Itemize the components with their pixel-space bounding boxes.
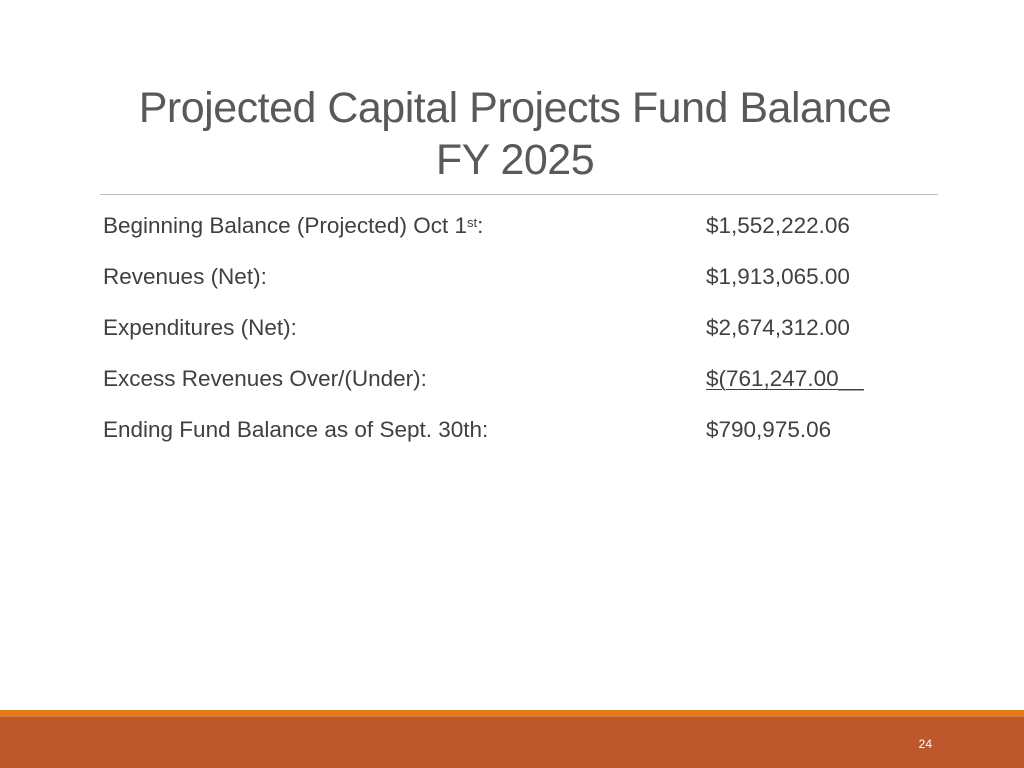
page-number: 24 bbox=[918, 737, 932, 751]
row-expenditures: Expenditures (Net): $2,674,312.00 bbox=[103, 310, 903, 361]
ordinal-suffix: st bbox=[466, 215, 478, 230]
row-ending-balance: Ending Fund Balance as of Sept. 30th: $7… bbox=[103, 412, 903, 463]
row-value: $1,913,065.00 bbox=[706, 264, 850, 289]
row-value: $1,552,222.06 bbox=[706, 213, 850, 238]
title-divider bbox=[100, 194, 938, 195]
row-label: Excess Revenues Over/(Under): bbox=[103, 366, 427, 391]
row-value: $(761,247.00__ bbox=[706, 366, 864, 391]
balance-table: Beginning Balance (Projected) Oct 1st: $… bbox=[103, 208, 903, 463]
row-value: $2,674,312.00 bbox=[706, 315, 850, 340]
slide-title: Projected Capital Projects Fund Balance … bbox=[100, 82, 930, 186]
row-value: $790,975.06 bbox=[706, 417, 832, 442]
footer-accent-bar bbox=[0, 710, 1024, 717]
title-line-2: FY 2025 bbox=[435, 136, 595, 184]
row-label: Expenditures (Net): bbox=[103, 315, 297, 340]
row-label: Ending Fund Balance as of Sept. 30th: bbox=[103, 417, 489, 442]
row-label: Revenues (Net): bbox=[103, 264, 267, 289]
row-beginning-balance: Beginning Balance (Projected) Oct 1st: $… bbox=[103, 208, 903, 259]
row-label: Beginning Balance (Projected) Oct 1st: bbox=[103, 213, 484, 238]
row-revenues: Revenues (Net): $1,913,065.00 bbox=[103, 259, 903, 310]
title-line-1: Projected Capital Projects Fund Balance bbox=[138, 84, 892, 132]
row-excess-revenues: Excess Revenues Over/(Under): $(761,247.… bbox=[103, 361, 903, 412]
footer-bar bbox=[0, 717, 1024, 768]
